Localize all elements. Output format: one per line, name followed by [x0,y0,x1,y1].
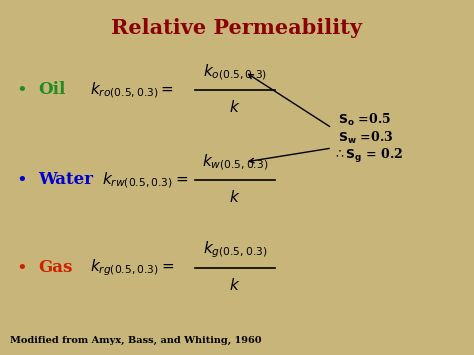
Text: Relative Permeability: Relative Permeability [111,18,363,38]
Text: Oil: Oil [38,82,65,98]
Text: $k$: $k$ [229,189,241,205]
Text: $k_{rw(0.5,0.3)}=$: $k_{rw(0.5,0.3)}=$ [102,170,188,190]
Text: $k$: $k$ [229,99,241,115]
Text: $k_{g(0.5,0.3)}$: $k_{g(0.5,0.3)}$ [203,240,267,260]
Text: $\mathbf{S_w}$ =0.3: $\mathbf{S_w}$ =0.3 [338,130,393,146]
Text: •: • [17,81,27,99]
Text: $k_{w(0.5,0.3)}$: $k_{w(0.5,0.3)}$ [202,152,268,172]
Text: •: • [17,171,27,189]
Text: •: • [17,259,27,277]
Text: $\mathbf{S_o}$ =0.5: $\mathbf{S_o}$ =0.5 [338,112,391,128]
Text: $\therefore\mathbf{S_g}$ = 0.2: $\therefore\mathbf{S_g}$ = 0.2 [333,147,403,165]
Text: $k_{rg(0.5,0.3)}=$: $k_{rg(0.5,0.3)}=$ [90,258,174,278]
Text: $k_{ro(0.5,0.3)}=$: $k_{ro(0.5,0.3)}=$ [90,80,174,100]
Text: Gas: Gas [38,260,73,277]
Text: Modified from Amyx, Bass, and Whiting, 1960: Modified from Amyx, Bass, and Whiting, 1… [10,335,262,344]
Text: $k_{o(0.5,0.3)}$: $k_{o(0.5,0.3)}$ [203,62,267,82]
Text: Water: Water [38,171,93,189]
Text: $k$: $k$ [229,277,241,293]
